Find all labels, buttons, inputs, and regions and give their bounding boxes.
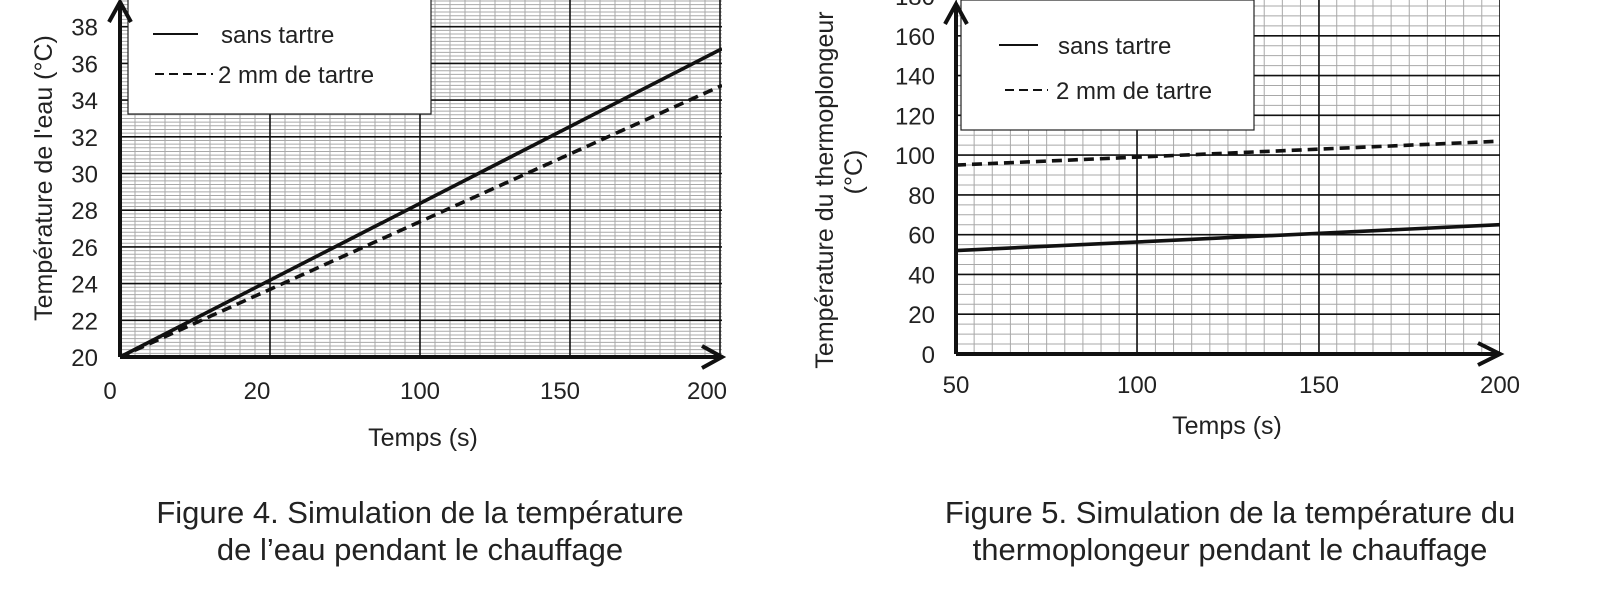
legend-label: sans tartre: [1058, 33, 1171, 60]
y-tick-label: 26: [71, 235, 98, 262]
y-axis-title: Température de l'eau (°C): [30, 35, 58, 321]
y-tick-label: 160: [895, 24, 935, 51]
figure-5-caption-line-1: Figure 5. Simulation de la température d…: [944, 495, 1516, 530]
x-axis-arrow-icon: [1477, 341, 1505, 367]
x-tick-label: 200: [687, 378, 727, 405]
series-line-sans-tartre: [956, 222, 1500, 253]
x-tick-label: 100: [1117, 372, 1157, 399]
series-line-2mm-tartre: [120, 83, 722, 357]
y-axis-title-unit: (°C): [840, 150, 868, 195]
x-tick-label: 200: [1480, 372, 1520, 399]
x-tick-label: 150: [1299, 372, 1339, 399]
y-tick-label: 36: [71, 51, 98, 78]
x-tick-label: 100: [400, 378, 440, 405]
y-axis-title: Température du thermoplongeur: [811, 11, 839, 368]
y-tick-label: 140: [895, 64, 935, 91]
legend-label: 2 mm de tartre: [218, 62, 374, 89]
y-tick-label: 22: [71, 308, 98, 335]
y-tick-label: 38: [71, 15, 98, 42]
y-tick-label: 180: [895, 0, 935, 11]
figure-4-caption-line-1: Figure 4. Simulation de la température: [156, 495, 684, 530]
y-tick-label: 20: [908, 302, 935, 329]
legend-label: sans tartre: [221, 22, 334, 49]
y-axis-arrow-icon: [107, 0, 133, 23]
y-tick-label: 40: [71, 0, 98, 5]
x-axis-title: Temps (s): [1172, 412, 1282, 440]
x-tick-label: 50: [943, 372, 970, 399]
x-tick-label: 0: [103, 378, 116, 405]
legend-label: 2 mm de tartre: [1056, 78, 1212, 105]
series-line-2mm-tartre: [956, 139, 1500, 167]
figure-4-caption-line-2: de l’eau pendant le chauffage: [216, 532, 624, 567]
y-tick-label: 30: [71, 162, 98, 189]
figure-5-caption: Figure 5. Simulation de la température d…: [905, 494, 1555, 568]
series-line-sans-tartre: [120, 47, 722, 357]
figure-4-chart: sans tartre 2 mm de tartre 20 22 24 26 28 30 32 3…: [30, 0, 727, 452]
y-tick-label: 80: [908, 183, 935, 210]
x-tick-label: 150: [540, 378, 580, 405]
figure-5-caption-line-2: thermoplongeur pendant le chauffage: [972, 532, 1488, 567]
legend-box: [127, 0, 432, 115]
figure-4-caption: Figure 4. Simulation de la température d…: [110, 494, 730, 568]
y-tick-label: 24: [71, 272, 98, 299]
y-tick-label: 0: [922, 342, 935, 369]
x-tick-label: 20: [244, 378, 271, 405]
figure-5-chart: sans tartre 2 mm de tartre 0 20 40 60 80 100 120…: [811, 0, 1520, 440]
y-tick-label: 20: [71, 345, 98, 372]
x-axis-title: Temps (s): [368, 424, 478, 452]
y-axis-arrow-icon: [943, 0, 969, 25]
y-tick-label: 120: [895, 103, 935, 130]
y-tick-label: 60: [908, 223, 935, 250]
y-tick-label: 34: [71, 88, 98, 115]
y-tick-label: 32: [71, 125, 98, 152]
y-tick-label: 100: [895, 143, 935, 170]
legend-box: [960, 0, 1255, 131]
y-tick-label: 40: [908, 262, 935, 289]
x-axis-arrow-icon: [701, 344, 727, 370]
y-tick-label: 28: [71, 198, 98, 225]
